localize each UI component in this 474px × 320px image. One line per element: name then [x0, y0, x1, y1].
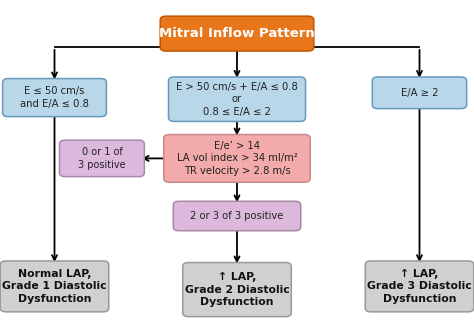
FancyBboxPatch shape	[182, 262, 291, 317]
FancyBboxPatch shape	[169, 77, 306, 122]
Text: E/e’ > 14
LA vol index > 34 ml/m²
TR velocity > 2.8 m/s: E/e’ > 14 LA vol index > 34 ml/m² TR vel…	[177, 141, 297, 176]
Text: E > 50 cm/s + E/A ≤ 0.8
or
0.8 ≤ E/A ≤ 2: E > 50 cm/s + E/A ≤ 0.8 or 0.8 ≤ E/A ≤ 2	[176, 82, 298, 116]
Text: Normal LAP,
Grade 1 Diastolic
Dysfunction: Normal LAP, Grade 1 Diastolic Dysfunctio…	[2, 269, 107, 304]
Text: ↑ LAP,
Grade 3 Diastolic
Dysfunction: ↑ LAP, Grade 3 Diastolic Dysfunction	[367, 269, 472, 304]
Text: 2 or 3 of 3 positive: 2 or 3 of 3 positive	[191, 211, 283, 221]
FancyBboxPatch shape	[173, 201, 301, 231]
Text: E ≤ 50 cm/s
and E/A ≤ 0.8: E ≤ 50 cm/s and E/A ≤ 0.8	[20, 86, 89, 109]
FancyBboxPatch shape	[365, 261, 474, 312]
Text: ↑ LAP,
Grade 2 Diastolic
Dysfunction: ↑ LAP, Grade 2 Diastolic Dysfunction	[185, 272, 289, 307]
FancyBboxPatch shape	[3, 78, 106, 117]
Text: 0 or 1 of
3 positive: 0 or 1 of 3 positive	[78, 147, 126, 170]
FancyBboxPatch shape	[160, 16, 314, 51]
Text: Mitral Inflow Pattern: Mitral Inflow Pattern	[159, 27, 315, 40]
FancyBboxPatch shape	[0, 261, 109, 312]
FancyBboxPatch shape	[373, 77, 466, 109]
FancyBboxPatch shape	[60, 140, 144, 177]
Text: E/A ≥ 2: E/A ≥ 2	[401, 88, 438, 98]
FancyBboxPatch shape	[164, 134, 310, 182]
